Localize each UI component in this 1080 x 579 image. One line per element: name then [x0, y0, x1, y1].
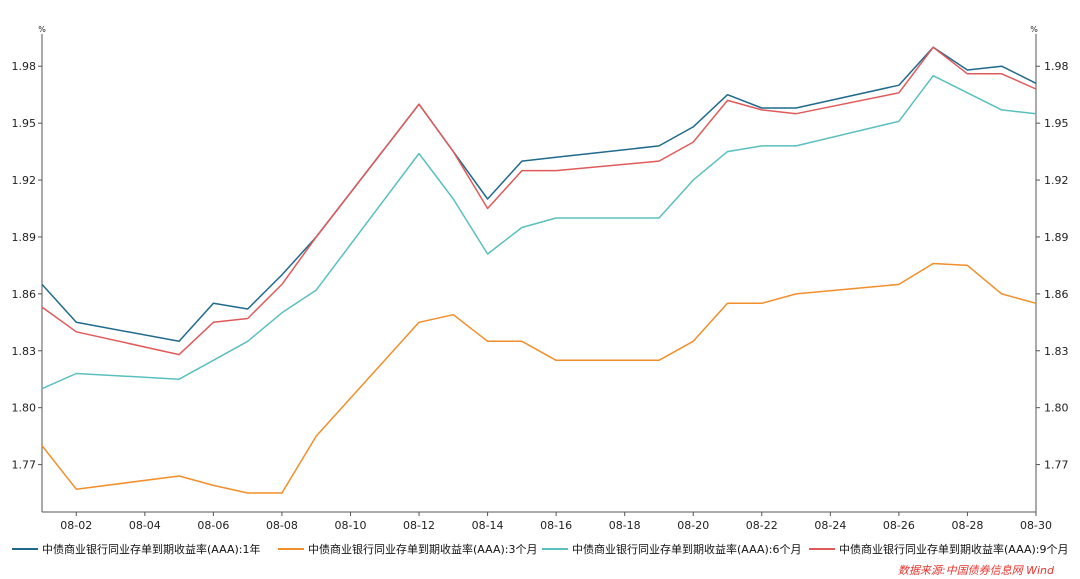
y-tick-label-left: 1.80	[12, 402, 37, 415]
legend-label: 中债商业银行同业存单到期收益率(AAA):9个月	[839, 543, 1069, 556]
x-tick-label: 08-04	[129, 519, 161, 532]
legend-swatch	[809, 548, 835, 550]
legend-item-2: 中债商业银行同业存单到期收益率(AAA):3个月	[278, 541, 537, 557]
y-tick-label-right: 1.98	[1044, 60, 1069, 73]
legend-item-4: 中债商业银行同业存单到期收益率(AAA):9个月	[809, 541, 1068, 557]
series-line-4	[41, 46, 1037, 356]
x-tick-label: 08-26	[883, 519, 915, 532]
series-line-2	[41, 262, 1037, 494]
y-tick-label-right: 1.95	[1044, 117, 1069, 130]
x-tick-label: 08-30	[1020, 519, 1052, 532]
y-tick-label-left: 1.92	[12, 174, 37, 187]
x-tick-label: 08-28	[951, 519, 983, 532]
chart-axis-labels: % % 1.77 1.77 1.80 1.80 1.83 1.83 1.86 1.86 1.89 1.…	[12, 25, 1069, 532]
y-axis-right-unit: %	[1030, 25, 1038, 34]
y-tick-label-left: 1.89	[12, 231, 37, 244]
y-tick-label-right: 1.77	[1044, 459, 1069, 472]
legend-label: 中债商业银行同业存单到期收益率(AAA):1年	[42, 543, 261, 556]
x-tick-label: 08-10	[334, 519, 366, 532]
y-tick-label-right: 1.86	[1044, 288, 1069, 301]
y-tick-label-right: 1.89	[1044, 231, 1069, 244]
y-tick-label-left: 1.77	[12, 459, 37, 472]
legend-swatch	[278, 548, 304, 550]
y-tick-label-left: 1.98	[12, 60, 37, 73]
y-tick-label-right: 1.80	[1044, 402, 1069, 415]
x-tick-label: 08-08	[266, 519, 298, 532]
legend-swatch	[12, 548, 38, 550]
line-chart: % % 1.77 1.77 1.80 1.80 1.83 1.83 1.86 1.86 1.89 1.…	[12, 25, 1069, 532]
x-tick-label: 08-02	[60, 519, 92, 532]
y-axis-left-unit: %	[38, 25, 46, 34]
legend-item-1: 中债商业银行同业存单到期收益率(AAA):1年	[12, 541, 260, 557]
series-line-1	[41, 46, 1037, 343]
x-tick-label: 08-24	[814, 519, 846, 532]
chart-series	[41, 46, 1037, 494]
x-tick-label: 08-20	[677, 519, 709, 532]
y-tick-label-right: 1.92	[1044, 174, 1069, 187]
legend-label: 中债商业银行同业存单到期收益率(AAA):3个月	[308, 543, 538, 556]
x-tick-label: 08-06	[197, 519, 229, 532]
legend-swatch	[542, 548, 568, 550]
legend-label: 中债商业银行同业存单到期收益率(AAA):6个月	[572, 543, 802, 556]
x-tick-label: 08-22	[746, 519, 778, 532]
series-line-3	[41, 74, 1037, 390]
x-tick-label: 08-12	[403, 519, 435, 532]
data-source-note: 数据来源:中国债券信息网 Wind	[897, 564, 1054, 577]
y-tick-label-left: 1.83	[12, 345, 37, 358]
chart-axes	[38, 34, 1040, 516]
legend-item-3: 中债商业银行同业存单到期收益率(AAA):6个月	[542, 541, 801, 557]
y-tick-label-right: 1.83	[1044, 345, 1069, 358]
x-tick-label: 08-14	[472, 519, 504, 532]
y-tick-label-left: 1.86	[12, 288, 37, 301]
x-tick-label: 08-16	[540, 519, 572, 532]
y-tick-label-left: 1.95	[12, 117, 37, 130]
chart-legend: 中债商业银行同业存单到期收益率(AAA):1年 中债商业银行同业存单到期收益率(A…	[12, 541, 1080, 559]
x-tick-label: 08-18	[609, 519, 641, 532]
